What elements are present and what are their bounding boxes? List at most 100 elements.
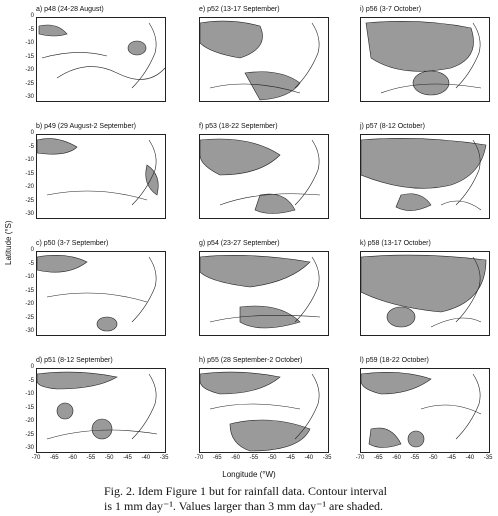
contour-map: .sh{fill:#9a9a9a;stroke:#222222;stroke-w…	[36, 17, 166, 102]
x-tick-label: -60	[231, 455, 240, 461]
contour-map: .sh{fill:#9a9a9a;stroke:#222222;stroke-w…	[199, 17, 329, 102]
map-panel: h) p55 (28 September-2 October) .sh{fill:…	[195, 357, 332, 468]
y-tick-label: 0	[30, 247, 34, 253]
y-tick-label: -5	[28, 26, 34, 33]
x-tick-label: -45	[447, 455, 456, 461]
x-tick-label: -65	[212, 455, 222, 461]
map-panel: j) p57 (8-12 October) .sh{fill:#9a9a9a;st…	[360, 123, 490, 234]
y-tick-label: -25	[25, 80, 34, 87]
x-tick-label: -65	[373, 455, 383, 461]
map-panel: d) p51 (8-12 September) .sh{fill:#9a9a9a;…	[25, 357, 169, 468]
panel-title: l) p59 (18-22 October)	[360, 357, 429, 364]
y-tick-label: -20	[25, 418, 34, 424]
map-panel: b) p49 (29 August-2 September) .sh{fill:#…	[25, 123, 166, 234]
panel-title: g) p54 (23-27 September)	[199, 240, 280, 247]
map-panel: i) p56 (3-7 October) .sh{fill:#9a9a9a;str…	[360, 6, 490, 117]
y-tick-label: -10	[25, 391, 34, 397]
y-tick-label: 0	[30, 364, 34, 370]
contour-plot: .sh{fill:#9a9a9a;stroke:#222222;stroke-w…	[37, 371, 158, 440]
contour-plot: .sh{fill:#9a9a9a;stroke:#222222;stroke-w…	[37, 138, 159, 206]
panel-title: i) p56 (3-7 October)	[360, 6, 422, 13]
contour-map: .sh{fill:#9a9a9a;stroke:#222222;stroke-w…	[199, 251, 329, 336]
y-tick-label: -30	[25, 94, 34, 100]
y-tick-label: -30	[25, 445, 34, 451]
caption-line-1: Fig. 2. Idem Figure 1 but for rainfall d…	[104, 484, 387, 498]
panel-title: h) p55 (28 September-2 October)	[199, 357, 303, 364]
y-tick-label: -25	[25, 314, 34, 321]
map-panel: l) p59 (18-22 October) .sh{fill:#9a9a9a;s…	[356, 357, 493, 468]
y-tick-label: -30	[25, 211, 34, 217]
map-panel: c) p50 (3-7 September) .sh{fill:#9a9a9a;s…	[25, 240, 166, 351]
x-tick-label: -45	[286, 455, 295, 461]
contour-map: .sh{fill:#9a9a9a;stroke:#222222;stroke-w…	[360, 368, 490, 453]
x-axis-label: Longitude (°W)	[222, 470, 276, 479]
y-tick-label: -5	[28, 377, 34, 384]
x-tick-label: -60	[68, 455, 77, 461]
y-tick-label: -25	[25, 431, 34, 438]
contour-map: .sh{fill:#9a9a9a;stroke:#222222;stroke-w…	[360, 134, 490, 219]
panel-title: j) p57 (8-12 October)	[360, 123, 425, 130]
contour-plot: .sh{fill:#9a9a9a;stroke:#222222;stroke-w…	[361, 254, 487, 328]
contour-map: .sh{fill:#9a9a9a;stroke:#222222;stroke-w…	[360, 251, 490, 336]
y-tick-label: -30	[25, 328, 34, 334]
x-tick-label: -35	[483, 455, 493, 461]
panel-title: f) p53 (18-22 September)	[199, 123, 278, 130]
map-panel: e) p52 (13-17 September) .sh{fill:#9a9a9a…	[199, 6, 329, 117]
x-tick-label: -50	[267, 455, 277, 461]
y-tick-label: -20	[25, 301, 34, 307]
panel-title: k) p58 (13-17 October)	[360, 240, 431, 247]
x-tick-label: -40	[465, 455, 475, 461]
contour-map: .sh{fill:#9a9a9a;stroke:#222222;stroke-w…	[360, 17, 490, 102]
x-tick-label: -55	[86, 455, 96, 461]
panel-title: b) p49 (29 August-2 September)	[36, 123, 137, 130]
contour-plot: .sh{fill:#9a9a9a;stroke:#222222;stroke-w…	[365, 21, 482, 96]
map-panel: g) p54 (23-27 September) .sh{fill:#9a9a9a…	[199, 240, 329, 351]
x-tick-label: -70	[355, 455, 365, 461]
x-tick-label: -40	[141, 455, 151, 461]
x-tick-label: -40	[304, 455, 314, 461]
y-tick-label: -10	[25, 40, 34, 46]
y-tick-label: -20	[25, 184, 34, 190]
x-tick-label: -65	[49, 455, 59, 461]
contour-plot: .sh{fill:#9a9a9a;stroke:#222222;stroke-w…	[37, 255, 157, 332]
y-tick-label: -20	[25, 67, 34, 73]
y-tick-label: -5	[28, 143, 34, 150]
y-tick-label: -15	[25, 287, 34, 294]
y-tick-label: -15	[25, 53, 34, 60]
contour-map: .sh{fill:#9a9a9a;stroke:#222222;stroke-w…	[36, 251, 166, 336]
contour-map: .sh{fill:#9a9a9a;stroke:#222222;stroke-w…	[36, 134, 166, 219]
y-tick-label: -5	[28, 260, 34, 267]
map-panel: a) p48 (24-28 August) .sh{fill:#9a9a9a;st…	[25, 6, 166, 117]
x-tick-label: -70	[31, 455, 41, 461]
contour-plot: .sh{fill:#9a9a9a;stroke:#222222;stroke-w…	[38, 22, 165, 89]
panel-title: e) p52 (13-17 September)	[199, 6, 280, 13]
x-tick-label: -55	[410, 455, 420, 461]
x-tick-label: -50	[104, 455, 114, 461]
contour-map: .sh{fill:#9a9a9a;stroke:#222222;stroke-w…	[199, 368, 329, 453]
x-tick-label: -55	[249, 455, 259, 461]
panel-title: d) p51 (8-12 September)	[36, 357, 113, 364]
contour-plot: .sh{fill:#9a9a9a;stroke:#222222;stroke-w…	[361, 138, 487, 211]
contour-map: .sh{fill:#9a9a9a;stroke:#222222;stroke-w…	[199, 134, 329, 219]
contour-map: .sh{fill:#9a9a9a;stroke:#222222;stroke-w…	[36, 368, 166, 453]
y-tick-label: 0	[30, 13, 34, 19]
map-panel: f) p53 (18-22 September) .sh{fill:#9a9a9a…	[199, 123, 329, 234]
y-tick-label: -15	[25, 404, 34, 411]
contour-plot: .sh{fill:#9a9a9a;stroke:#222222;stroke-w…	[361, 372, 482, 448]
x-tick-label: -45	[123, 455, 132, 461]
map-panel: k) p58 (13-17 October) .sh{fill:#9a9a9a;s…	[360, 240, 490, 351]
figure-caption: Fig. 2. Idem Figure 1 but for rainfall d…	[104, 484, 464, 514]
y-tick-label: -10	[25, 157, 34, 163]
panel-title: c) p50 (3-7 September)	[36, 240, 109, 247]
x-tick-label: -35	[159, 455, 169, 461]
y-tick-label: -25	[25, 197, 34, 204]
y-axis-label: Latitude (°S)	[4, 220, 13, 265]
y-tick-label: -15	[25, 170, 34, 177]
contour-plot: .sh{fill:#9a9a9a;stroke:#222222;stroke-w…	[200, 255, 321, 329]
panel-title: a) p48 (24-28 August)	[36, 6, 104, 13]
x-tick-label: -35	[322, 455, 332, 461]
contour-plot: .sh{fill:#9a9a9a;stroke:#222222;stroke-w…	[200, 138, 321, 214]
x-tick-label: -60	[392, 455, 401, 461]
y-tick-label: 0	[30, 130, 34, 136]
caption-line-2: is 1 mm day⁻¹. Values larger than 3 mm d…	[104, 499, 384, 513]
